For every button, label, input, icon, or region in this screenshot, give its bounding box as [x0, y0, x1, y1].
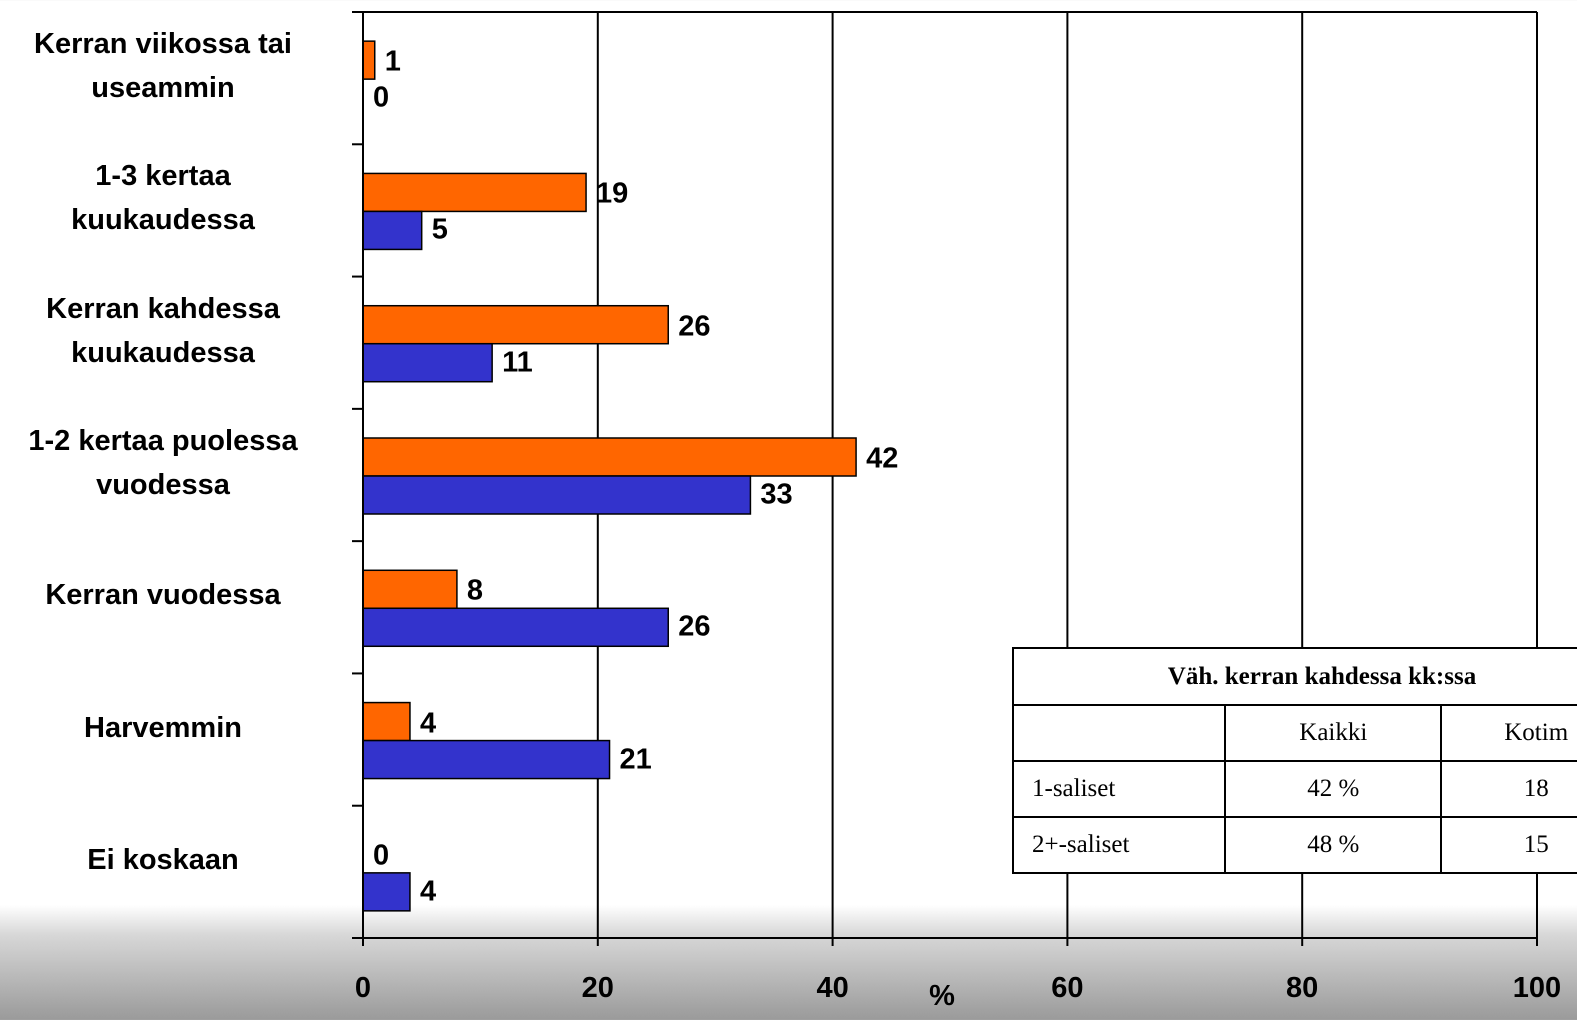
summary-header-kaikki: Kaikki [1224, 704, 1443, 762]
summary-header-kotim: Kotim [1440, 704, 1577, 762]
row-kaikki: 48 % [1224, 816, 1443, 874]
bar-blue-4 [362, 607, 669, 648]
summary-title: Väh. kerran kahdessa kk:ssa [1012, 647, 1577, 706]
category-label: Kerran viikossa tai useammin [0, 22, 333, 110]
category-label-line: vuodessa [96, 469, 230, 501]
category-label: Ei koskaan [0, 838, 333, 882]
category-label-line: Kerran vuodessa [45, 579, 281, 612]
category-label-line: kuukaudessa [71, 204, 255, 237]
x-axis-label: % [929, 980, 955, 1012]
value-label: 0 [373, 839, 390, 872]
value-label: 8 [466, 574, 484, 607]
value-label: 42 [866, 442, 899, 475]
value-label: 1 [384, 45, 401, 78]
x-tick-label: 80 [1286, 972, 1319, 1004]
bar-orange-4 [362, 569, 458, 610]
row-label: 2+-saliset [1011, 816, 1227, 874]
value-label: 4 [419, 875, 437, 908]
bar-blue-5 [362, 739, 611, 780]
bar-orange-2 [362, 304, 669, 345]
summary-header-row: Kaikki Kotim [1011, 704, 1577, 762]
bar-blue-6 [362, 872, 411, 912]
bar-blue-2 [362, 342, 493, 383]
category-label-line: Kerran viikossa tai [34, 28, 292, 61]
bar-orange-3 [362, 437, 857, 477]
row-kaikki: 42 % [1224, 760, 1443, 818]
value-label: 0 [373, 81, 390, 114]
category-label-line: 1-2 kertaa puolessa [28, 425, 298, 457]
value-label: 21 [619, 743, 652, 776]
x-tick-label: 40 [816, 972, 849, 1004]
value-label: 19 [596, 177, 629, 210]
category-label: 1-3 kertaa kuukaudessa [0, 154, 333, 242]
value-label: 4 [419, 707, 437, 740]
category-label: Kerran kahdessa kuukaudessa [0, 287, 333, 375]
row-label: 1-saliset [1011, 760, 1227, 818]
category-label-line: Kerran kahdessa [46, 292, 280, 325]
bar-blue-3 [362, 475, 752, 515]
row-kotim: 18 [1440, 760, 1577, 818]
summary-header-empty [1011, 704, 1227, 762]
x-tick-label: 60 [1051, 972, 1084, 1004]
category-label: 1-2 kertaa puolessa vuodessa [0, 419, 333, 507]
value-label: 26 [678, 310, 711, 343]
value-label: 33 [760, 478, 793, 511]
category-label-line: useammin [91, 72, 235, 105]
y-axis [352, 11, 1537, 939]
value-label: 11 [502, 346, 533, 379]
row-kotim: 15 [1440, 816, 1577, 874]
bar-blue-1 [362, 210, 423, 251]
bar-orange-1 [362, 172, 587, 213]
summary-table: Väh. kerran kahdessa kk:ssa Kaikki Kotim… [1011, 647, 1577, 874]
x-tick-label: 20 [581, 972, 614, 1004]
category-label-line: Ei koskaan [87, 843, 239, 876]
bar-orange-5 [362, 701, 411, 742]
x-tick-label: 100 [1512, 972, 1562, 1004]
category-label: Harvemmin [0, 706, 333, 750]
category-label-line: Harvemmin [84, 711, 242, 744]
table-row: 2+-saliset 48 % 15 [1011, 816, 1577, 874]
bar-orange-0 [362, 40, 376, 80]
value-label: 26 [678, 610, 711, 643]
category-label: Kerran vuodessa [0, 573, 333, 617]
category-label-line: 1-3 kertaa [95, 160, 231, 193]
summary-title-row: Väh. kerran kahdessa kk:ssa [1012, 647, 1577, 706]
x-tick-label: 0 [354, 972, 372, 1004]
category-label-line: kuukaudessa [71, 336, 255, 369]
bars [362, 40, 857, 912]
value-label: 5 [431, 213, 448, 246]
table-row: 1-saliset 42 % 18 [1011, 760, 1577, 818]
